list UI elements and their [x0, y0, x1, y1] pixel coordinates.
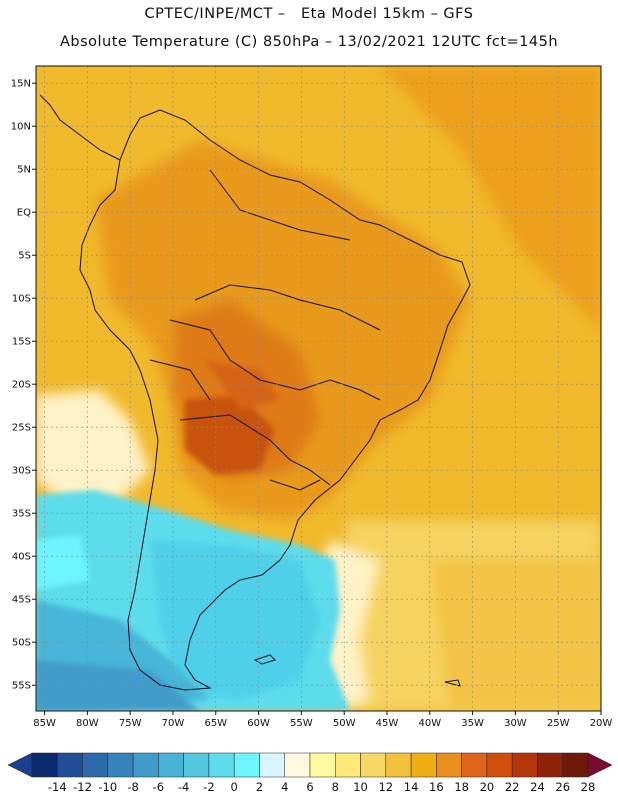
colorbar-label: 24 [530, 780, 545, 794]
colorbar-label: -6 [153, 780, 164, 794]
colorbar-label: -12 [73, 780, 92, 794]
title-line-1: CPTEC/INPE/MCT – Eta Model 15km – GFS [144, 6, 474, 22]
colorbar-under-arrow [7, 752, 33, 778]
lon-label: 25W [547, 718, 570, 729]
lat-label: 5N [17, 165, 31, 176]
lat-label: 15N [11, 79, 31, 90]
colorbar-label: 20 [480, 780, 495, 794]
colorbar-label: -8 [127, 780, 138, 794]
lat-label: 35S [12, 509, 31, 520]
title-line-2: Absolute Temperature (C) 850hPa – 13/02/… [59, 34, 559, 50]
lon-label: 60W [247, 718, 270, 729]
latitude-labels: 15N 10N 5N EQ 5S 10S 15S 20S 25S 30S 35S 40S 45S 50S 5… [11, 79, 36, 692]
temperature-map: 15N 10N 5N EQ 5S 10S 15S 20S 25S 30S 35S 40S 45S 50S 5… [11, 65, 612, 729]
colorbar-swatch [461, 752, 488, 778]
colorbar-swatch [511, 752, 538, 778]
lon-label: 30W [504, 718, 527, 729]
lat-label: 20S [12, 380, 31, 391]
longitude-labels: 85W 80W 75W 70W 65W 60W 55W 50W 45W 40W 35W 30W 25W 2… [33, 711, 612, 729]
lat-label: 50S [12, 638, 31, 649]
colorbar-swatch [309, 752, 336, 778]
colorbar-swatch [132, 752, 159, 778]
colorbar-swatch [284, 752, 311, 778]
colorbar-label: -10 [98, 780, 117, 794]
lon-label: 50W [333, 718, 356, 729]
lat-label: 30S [12, 466, 31, 477]
colorbar-swatch [208, 752, 235, 778]
colorbar-swatch [31, 752, 58, 778]
colorbar-swatch [410, 752, 437, 778]
colorbar-swatch [107, 752, 134, 778]
colorbar-label: 26 [555, 780, 570, 794]
lon-label: 80W [76, 718, 99, 729]
lat-label: 55S [12, 681, 31, 692]
colorbar-label: 18 [454, 780, 469, 794]
colorbar-label: 28 [581, 780, 596, 794]
graticule [36, 66, 602, 711]
colorbar-swatch [335, 752, 361, 778]
colorbar-swatch [360, 752, 387, 778]
lon-label: 55W [290, 718, 313, 729]
colorbar-swatch [82, 752, 109, 778]
colorbar-label: 4 [281, 780, 288, 794]
lon-label: 70W [162, 718, 185, 729]
colorbar-label: 0 [231, 780, 238, 794]
colorbar-swatch [158, 752, 184, 778]
lat-label: 5S [18, 251, 31, 262]
lat-label: 40S [12, 552, 31, 563]
lon-label: 40W [418, 718, 441, 729]
lat-label: 10N [11, 122, 31, 133]
lon-label: 75W [119, 718, 142, 729]
lon-label: 35W [461, 718, 484, 729]
colorbar-swatch [57, 752, 83, 778]
lon-label: 65W [204, 718, 227, 729]
colorbar-label: 6 [306, 780, 313, 794]
colorbar-swatch [537, 752, 563, 778]
colorbar-label: -2 [203, 780, 214, 794]
lat-label: 10S [12, 294, 31, 305]
colorbar-label: 14 [404, 780, 419, 794]
colorbar-label: 12 [378, 780, 393, 794]
map-frame [35, 65, 602, 712]
colorbar-label: 2 [256, 780, 263, 794]
lon-label: 45W [376, 718, 399, 729]
colorbar-swatch [486, 752, 513, 778]
colorbar-label: -4 [178, 780, 189, 794]
colorbar-swatch [233, 752, 260, 778]
colorbar-label: 16 [429, 780, 444, 794]
colorbar-swatch [385, 752, 412, 778]
lon-label: 20W [590, 718, 613, 729]
lat-label: 45S [12, 595, 31, 606]
colorbar-label: 10 [353, 780, 368, 794]
lat-label: 15S [12, 337, 31, 348]
temperature-field [36, 66, 601, 711]
lon-label: 85W [33, 718, 56, 729]
colorbar: -14 -12 -10 -8 -6 -4 -2 0 2 4 6 8 10 12 14 16 18 20 22 24 26… [7, 752, 613, 794]
coastlines [39, 94, 471, 691]
lat-label: EQ [17, 208, 31, 219]
colorbar-swatch [183, 752, 210, 778]
colorbar-swatch [562, 752, 589, 778]
lat-label: 25S [12, 423, 31, 434]
colorbar-label: 8 [332, 780, 339, 794]
colorbar-swatch [259, 752, 285, 778]
colorbar-over-arrow [587, 752, 613, 778]
colorbar-label: 22 [505, 780, 520, 794]
colorbar-label: -14 [48, 780, 67, 794]
colorbar-swatch [436, 752, 462, 778]
